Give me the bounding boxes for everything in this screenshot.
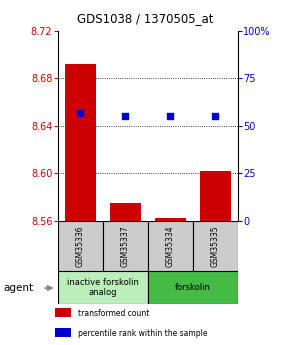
Text: forskolin: forskolin bbox=[175, 283, 211, 292]
Bar bbox=[110, 203, 141, 221]
Bar bbox=[155, 218, 186, 221]
Text: agent: agent bbox=[3, 283, 33, 293]
Bar bbox=[58, 271, 148, 304]
Point bbox=[123, 114, 128, 119]
Text: GSM35337: GSM35337 bbox=[121, 225, 130, 267]
Bar bbox=[55, 328, 71, 337]
Bar bbox=[65, 64, 96, 221]
Text: GSM35334: GSM35334 bbox=[166, 225, 175, 267]
Text: inactive forskolin
analog: inactive forskolin analog bbox=[67, 277, 139, 297]
Bar bbox=[200, 171, 231, 221]
Bar bbox=[148, 271, 238, 304]
Bar bbox=[103, 221, 148, 271]
Text: GSM35336: GSM35336 bbox=[76, 225, 85, 267]
Point bbox=[78, 110, 83, 115]
Point bbox=[168, 114, 173, 119]
Text: percentile rank within the sample: percentile rank within the sample bbox=[78, 328, 207, 338]
Bar bbox=[58, 221, 103, 271]
Text: transformed count: transformed count bbox=[78, 309, 149, 318]
Text: GSM35335: GSM35335 bbox=[211, 225, 220, 267]
Point bbox=[213, 114, 218, 119]
Text: GDS1038 / 1370505_at: GDS1038 / 1370505_at bbox=[77, 12, 213, 25]
Bar bbox=[148, 221, 193, 271]
Bar bbox=[193, 221, 238, 271]
Bar bbox=[55, 308, 71, 317]
